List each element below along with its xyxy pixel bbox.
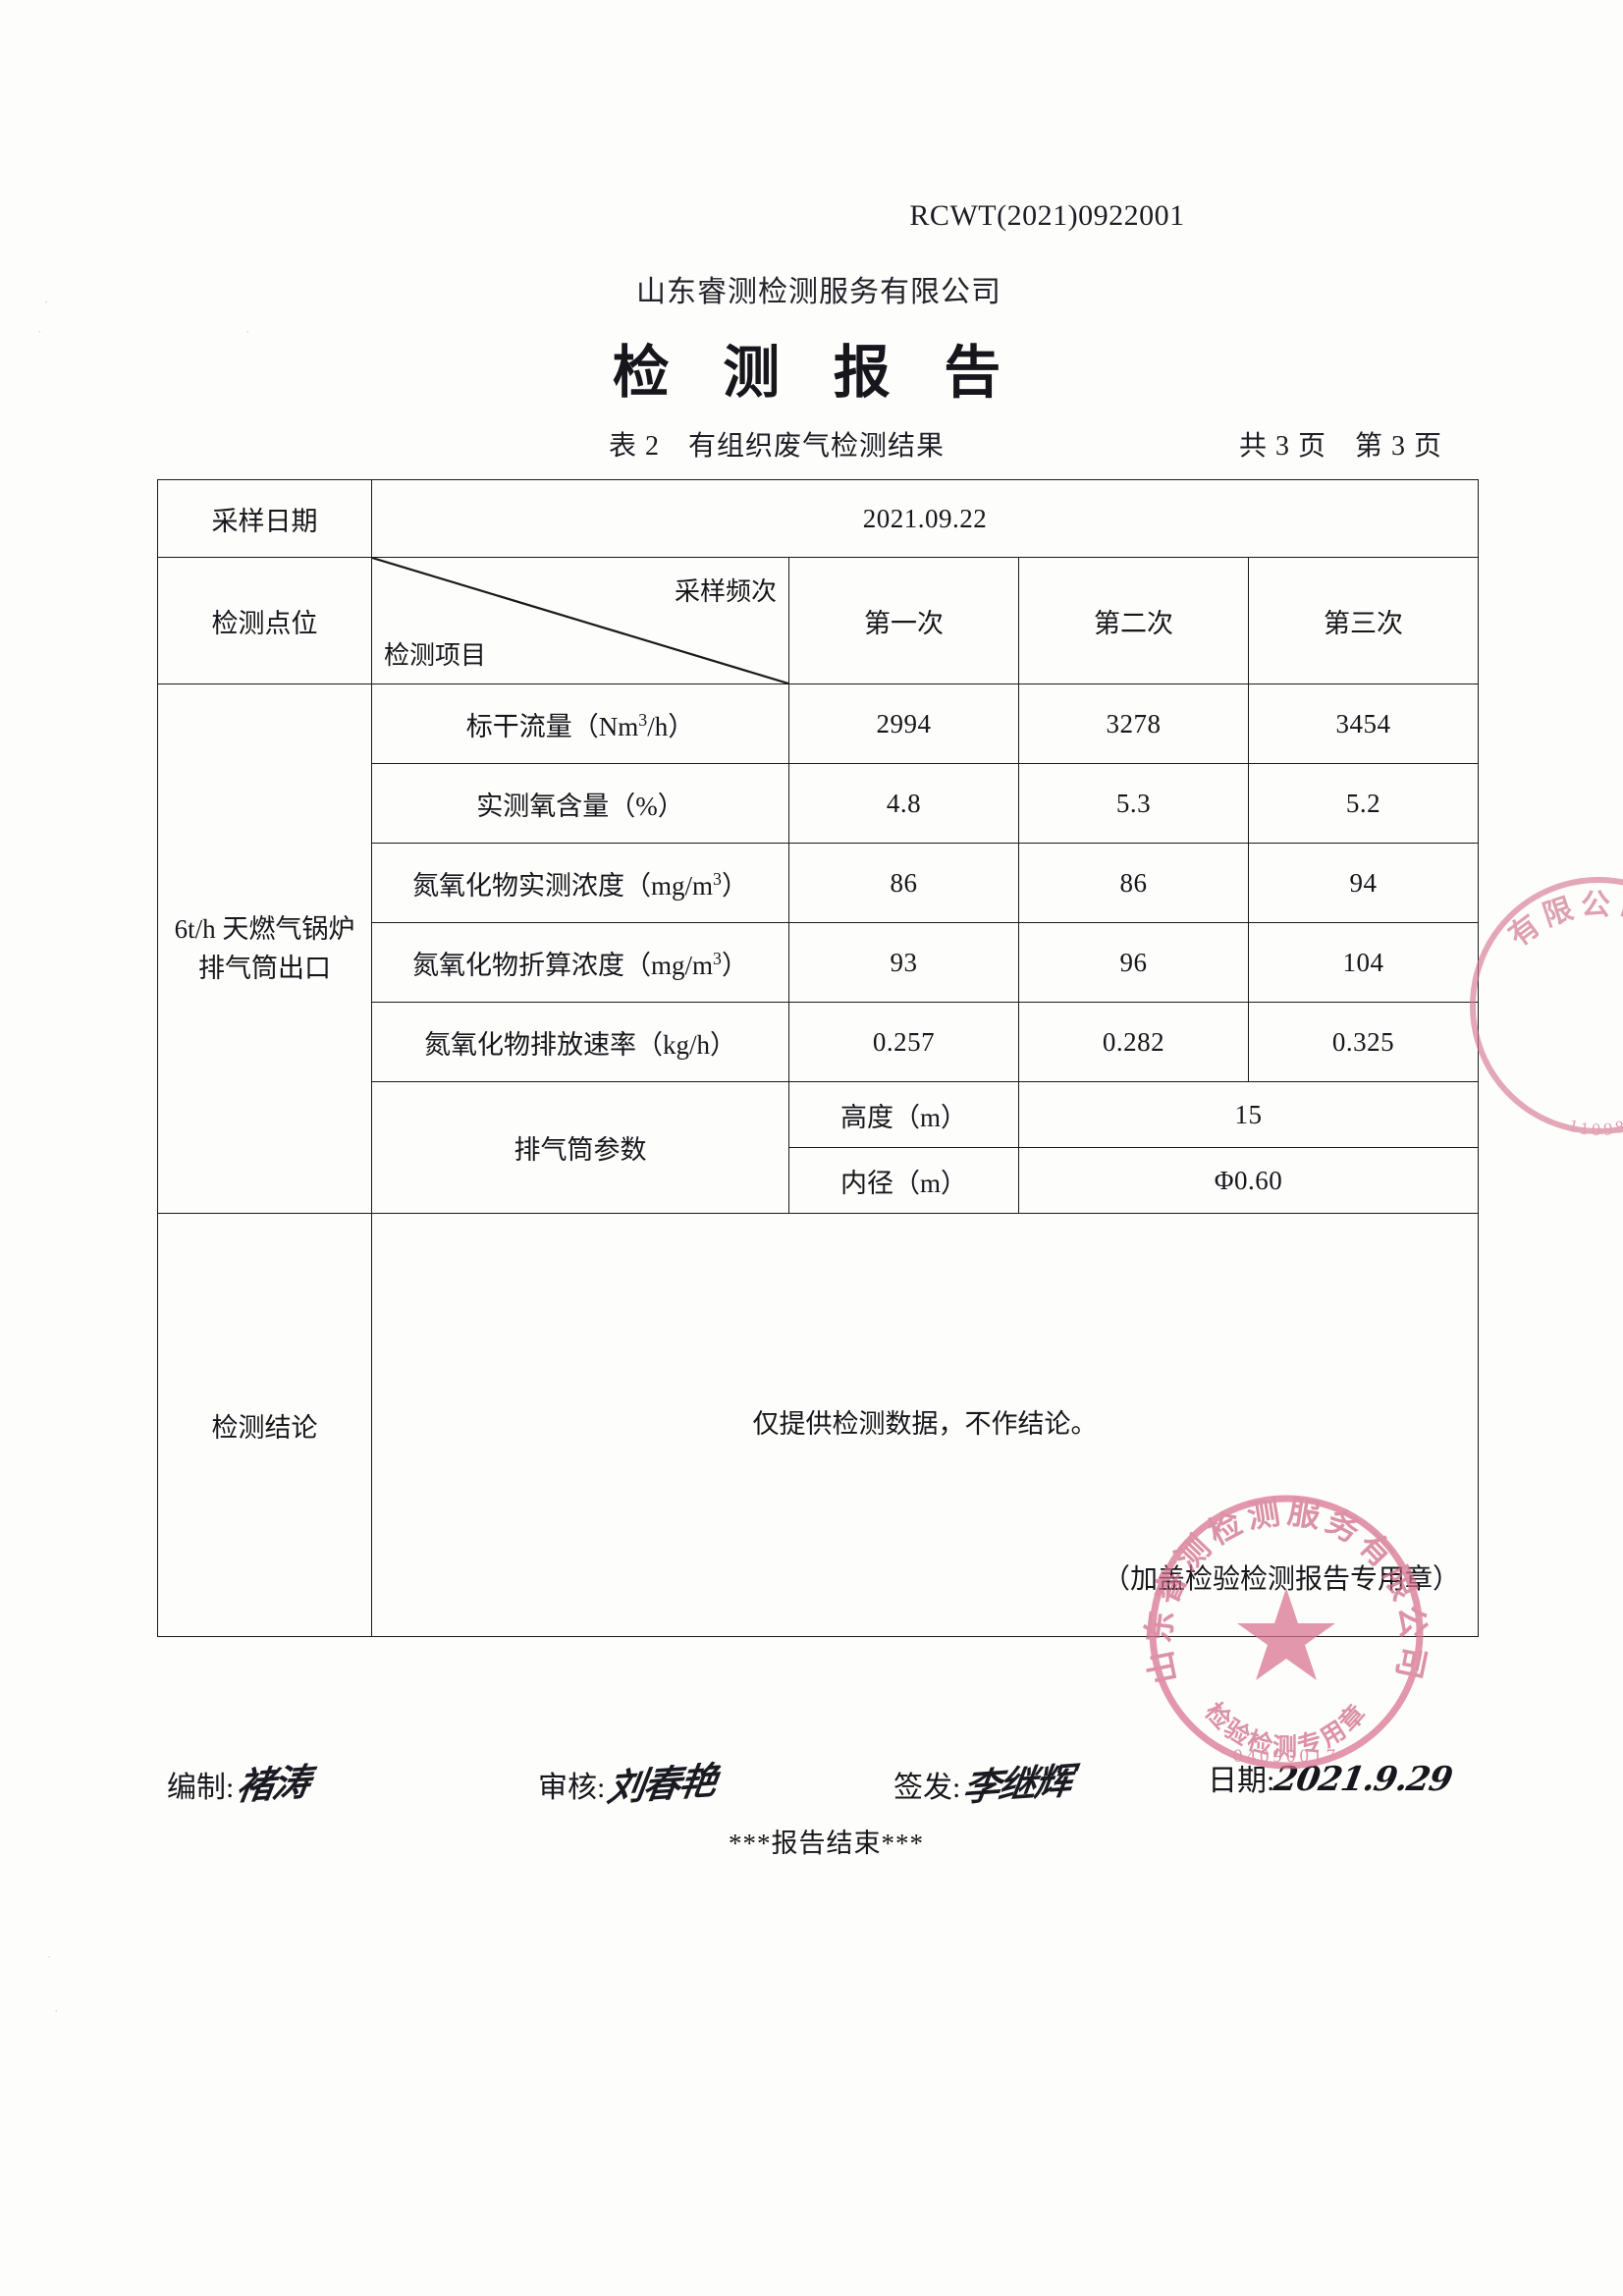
prepared-by: 编制:褚涛 — [167, 1754, 312, 1809]
prepared-signature: 褚涛 — [234, 1759, 312, 1809]
secondary-seal-stamp: 有限公司章 11098 — [1461, 868, 1623, 1143]
parameter-name: 氮氧化物折算浓度（mg/m3） — [371, 922, 789, 1003]
cell-value: 86 — [1018, 843, 1249, 923]
svg-text:11098: 11098 — [1566, 1115, 1623, 1139]
end-of-report-mark: ***报告结束*** — [729, 1829, 924, 1858]
company-name: 山东睿测检测服务有限公司 — [636, 276, 1001, 308]
conclusion-cell: 仅提供检测数据，不作结论。 （加盖检验检测报告专用章） — [371, 1213, 1479, 1637]
table-row-oxygen: 实测氧含量（%） 4.8 5.3 5.2 — [158, 763, 1479, 844]
point-header: 检测点位 — [157, 557, 372, 684]
issued-signature: 李继辉 — [960, 1758, 1074, 1810]
cell-value: 96 — [1018, 922, 1249, 1003]
stack-height-label: 高度（m） — [788, 1081, 1019, 1148]
point-name-line2: 排气筒出口 — [198, 954, 331, 983]
table-row-header: 检测点位 采样频次 检测项目 第一次 第二次 第三次 — [157, 557, 1479, 684]
scan-speck: · — [245, 324, 250, 339]
table-row-nox-converted: 氮氧化物折算浓度（mg/m3） 93 96 104 — [158, 922, 1479, 1003]
issued-by: 签发:李继辉 — [893, 1754, 1074, 1809]
signature-row: 编制:褚涛 审核:刘春艳 签发:李继辉 日期:2021.9.29 — [167, 1740, 1473, 1829]
results-table: 采样日期 2021.09.22 检测点位 采样频次 检测项目 第一次 第二次 第… — [157, 479, 1479, 1637]
date-label: 日期: — [1208, 1765, 1275, 1797]
stamp-note: （加盖检验检测报告专用章） — [1102, 1564, 1460, 1596]
reviewed-signature: 刘春艳 — [605, 1758, 719, 1810]
sampling-date-label: 采样日期 — [157, 479, 372, 558]
item-header-label: 检测项目 — [384, 641, 487, 670]
split-header-cell: 采样频次 检测项目 — [371, 557, 789, 684]
report-date: 日期:2021.9.29 — [1208, 1756, 1456, 1799]
parameter-name: 氮氧化物排放速率（kg/h） — [371, 1002, 789, 1082]
scan-speck: · — [44, 295, 49, 309]
cell-value: 3454 — [1248, 683, 1479, 764]
diagonal-divider-icon — [372, 558, 788, 683]
cell-value: 5.2 — [1248, 763, 1479, 844]
page-title: 检 测 报 告 — [612, 341, 1021, 405]
reviewed-by: 审核:刘春艳 — [538, 1754, 719, 1809]
table-caption: 表 2 有组织废气检测结果 — [609, 431, 946, 462]
cell-value: 93 — [788, 922, 1019, 1003]
table-row-flow: 6t/h 天燃气锅炉 排气筒出口 标干流量（Nm3/h） 2994 3278 3… — [157, 683, 1479, 1214]
stack-diameter-value: Φ0.60 — [1018, 1147, 1479, 1214]
reviewed-label: 审核: — [538, 1772, 606, 1804]
parameter-name: 实测氧含量（%） — [371, 763, 789, 844]
parameter-name: 氮氧化物实测浓度（mg/m3） — [371, 843, 789, 923]
cell-value: 86 — [788, 843, 1019, 923]
unit-superscript: 3 — [713, 948, 722, 968]
stack-diameter-label: 内径（m） — [788, 1147, 1019, 1214]
cell-value: 4.8 — [788, 763, 1019, 844]
frequency-header-label: 采样频次 — [674, 577, 777, 606]
report-number: RCWT(2021)0922001 — [909, 199, 1185, 232]
stack-height-value: 15 — [1018, 1081, 1479, 1148]
unit-superscript: 3 — [713, 868, 722, 889]
scan-speck: · — [47, 1949, 52, 1964]
conclusion-label: 检测结论 — [157, 1213, 372, 1637]
prepared-label: 编制: — [167, 1772, 235, 1804]
cell-value: 3278 — [1018, 683, 1249, 764]
scan-speck: · — [37, 324, 42, 339]
column-header-1: 第一次 — [788, 557, 1019, 684]
unit-superscript: 3 — [638, 709, 648, 730]
conclusion-text: 仅提供检测数据，不作结论。 — [752, 1409, 1098, 1440]
table-row-sampling-date: 采样日期 2021.09.22 — [157, 479, 1479, 558]
stack-params-label: 排气筒参数 — [371, 1081, 789, 1214]
issued-label: 签发: — [893, 1772, 961, 1804]
parameter-name: 标干流量（Nm3/h） — [371, 683, 789, 764]
cell-value: 0.282 — [1018, 1002, 1249, 1082]
svg-text:有限公司章: 有限公司章 — [1503, 890, 1623, 954]
column-header-2: 第二次 — [1018, 557, 1249, 684]
table-row-nox-measured: 氮氧化物实测浓度（mg/m3） 86 86 94 — [158, 843, 1479, 923]
cell-value: 104 — [1248, 922, 1479, 1003]
cell-value: 5.3 — [1018, 763, 1249, 844]
column-header-3: 第三次 — [1248, 557, 1479, 684]
measurement-point-cell: 6t/h 天燃气锅炉 排气筒出口 — [157, 683, 372, 1214]
table-row-stack-height: 排气筒参数 高度（m） 15 — [158, 1081, 1479, 1214]
page-count: 共 3 页 第 3 页 — [1239, 431, 1443, 462]
table-row-conclusion: 检测结论 仅提供检测数据，不作结论。 （加盖检验检测报告专用章） — [157, 1213, 1479, 1637]
cell-value: 0.325 — [1248, 1002, 1479, 1082]
sampling-date-value: 2021.09.22 — [371, 479, 1479, 558]
table-row-nox-rate: 氮氧化物排放速率（kg/h） 0.257 0.282 0.325 — [158, 1002, 1479, 1082]
cell-value: 0.257 — [788, 1002, 1019, 1082]
cell-value: 2994 — [788, 683, 1019, 764]
cell-value: 94 — [1248, 843, 1479, 923]
point-name-line1: 6t/h 天燃气锅炉 — [174, 913, 355, 944]
date-handwritten: 2021.9.29 — [1271, 1760, 1456, 1799]
scan-speck: · — [54, 2003, 59, 2018]
table-row-stack-diameter: 内径（m） Φ0.60 — [158, 1147, 1479, 1214]
